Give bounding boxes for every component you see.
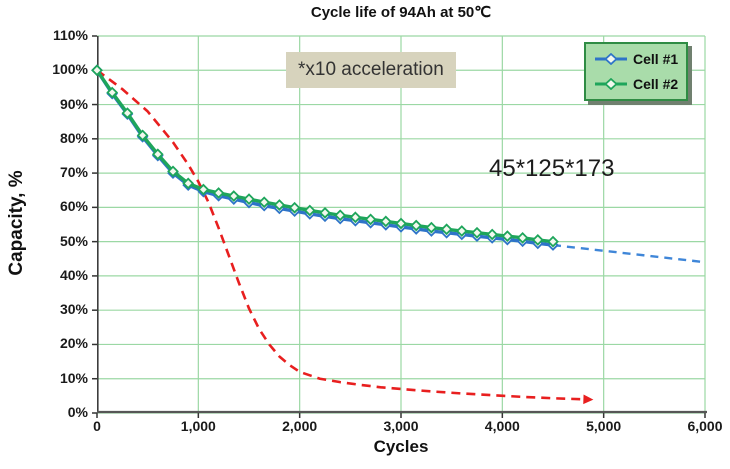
legend-label-cell2: Cell #2 bbox=[633, 76, 679, 92]
plot-area bbox=[91, 35, 707, 418]
data-point-marker bbox=[516, 231, 529, 244]
data-point-marker bbox=[106, 86, 119, 99]
y-tick-label: 70% bbox=[59, 164, 88, 181]
data-point-marker bbox=[425, 221, 438, 234]
data-point-marker bbox=[471, 226, 483, 239]
data-point-marker bbox=[501, 230, 514, 243]
x-tick-label: 3,000 bbox=[383, 418, 419, 434]
data-point-marker bbox=[531, 234, 544, 246]
data-point-marker bbox=[182, 177, 195, 190]
x-tick-label: 5,000 bbox=[586, 418, 622, 434]
data-point-marker bbox=[364, 213, 377, 226]
y-tick-label: 100% bbox=[52, 61, 88, 78]
data-point-marker bbox=[121, 107, 134, 119]
y-tick-label: 90% bbox=[59, 95, 88, 112]
data-point-marker bbox=[379, 215, 392, 228]
y-tick-label: 20% bbox=[59, 335, 88, 352]
data-point-marker bbox=[243, 193, 255, 206]
data-point-marker bbox=[334, 209, 347, 222]
y-tick-label: 110% bbox=[52, 27, 88, 43]
y-tick-label: 50% bbox=[59, 232, 88, 249]
data-point-marker bbox=[167, 165, 179, 178]
cell-dimensions-annotation: 45*125*173 bbox=[489, 155, 615, 182]
data-point-marker bbox=[410, 219, 423, 232]
data-point-marker bbox=[319, 206, 331, 219]
data-point-marker bbox=[136, 129, 149, 142]
data-point-marker bbox=[440, 223, 453, 236]
x-tick-label: 6,000 bbox=[687, 418, 723, 434]
chart-title: Cycle life of 94Ah at 50℃ bbox=[310, 4, 492, 21]
data-point-marker bbox=[91, 64, 103, 77]
data-point-marker bbox=[455, 225, 468, 237]
x-tick-label: 2,000 bbox=[282, 418, 318, 434]
legend-label-cell1: Cell #1 bbox=[633, 51, 679, 67]
y-axis-title: Capacity, % bbox=[6, 170, 27, 276]
y-tick-label: 80% bbox=[59, 129, 88, 146]
data-point-marker bbox=[258, 196, 271, 209]
data-point-marker bbox=[212, 187, 225, 199]
legend: Cell #1 Cell #2 bbox=[584, 42, 689, 101]
data-point-marker bbox=[151, 148, 164, 161]
cell1-line-marker-icon bbox=[595, 53, 627, 65]
data-point-marker bbox=[547, 235, 559, 248]
data-point-marker bbox=[288, 201, 301, 214]
arrowhead bbox=[583, 394, 594, 405]
y-tick-label: 60% bbox=[59, 198, 88, 215]
x-axis-title: Cycles bbox=[373, 437, 429, 456]
x-tick-label: 0 bbox=[93, 418, 101, 434]
series-line-x10-acceleration-reference bbox=[96, 69, 584, 401]
x-tick-label: 4,000 bbox=[484, 418, 520, 434]
cell2-line-marker-icon bbox=[595, 78, 627, 90]
x-tick-label: 1,000 bbox=[180, 418, 216, 434]
data-point-marker bbox=[197, 183, 210, 196]
data-point-marker bbox=[273, 199, 286, 211]
y-tick-label: 40% bbox=[59, 266, 88, 283]
series-line-cell1-projection bbox=[552, 243, 706, 264]
y-tick-label: 30% bbox=[59, 301, 88, 318]
y-tick-label: 0% bbox=[67, 404, 88, 420]
data-point-marker bbox=[486, 228, 499, 241]
data-point-marker bbox=[349, 211, 362, 224]
y-tick-label: 10% bbox=[59, 369, 88, 386]
data-point-marker bbox=[303, 204, 316, 217]
acceleration-annotation: *x10 acceleration bbox=[286, 52, 456, 88]
data-point-marker bbox=[395, 217, 407, 230]
legend-item-cell2: Cell #2 bbox=[594, 73, 678, 95]
legend-item-cell1: Cell #1 bbox=[594, 48, 678, 70]
data-point-marker bbox=[227, 190, 240, 202]
